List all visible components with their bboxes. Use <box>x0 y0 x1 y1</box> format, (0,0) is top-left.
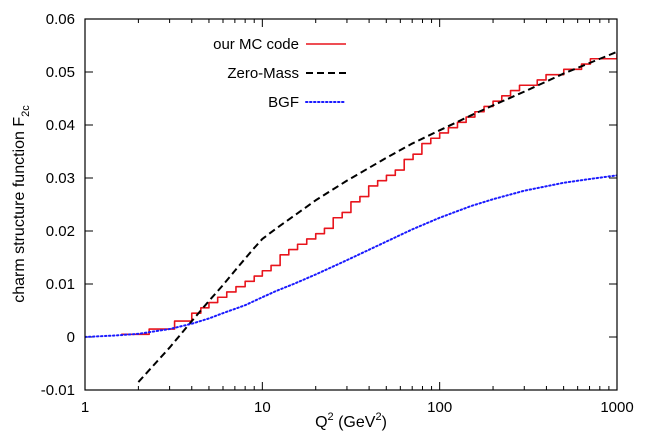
x-axis-label-sup2: 2 <box>375 411 381 423</box>
series-zero-mass <box>137 50 617 383</box>
y-tick-label: 0.04 <box>46 117 75 134</box>
legend-label: BGF <box>268 94 299 111</box>
x-tick-label: 100 <box>427 399 452 416</box>
y-tick-label: 0.03 <box>46 170 75 187</box>
y-tick-label: 0.02 <box>46 223 75 240</box>
x-axis-label-base: Q <box>315 414 327 431</box>
legend: our MC code Zero-Mass BGF <box>213 36 347 111</box>
y-tick-label: 0 <box>67 329 75 346</box>
axis-ticks: -0.01 0 0.01 0.02 0.03 0.04 0.05 0.06 1 10 100 1000 <box>41 11 634 416</box>
series-bgf <box>85 174 617 338</box>
plot-frame <box>84 18 618 391</box>
y-axis-label: charm structure function F2c <box>11 105 32 303</box>
legend-label: Zero-Mass <box>227 65 299 82</box>
y-tick-label: -0.01 <box>41 382 75 399</box>
x-axis-label: Q2 (GeV2) <box>315 411 387 431</box>
y-tick-label: 0.06 <box>46 11 75 28</box>
y-axis-label-sub: 2c <box>20 105 32 117</box>
y-tick-label: 0.01 <box>46 276 75 293</box>
series-our-mc-code <box>121 53 617 336</box>
x-tick-label: 1 <box>81 399 89 416</box>
x-tick-label: 10 <box>254 399 271 416</box>
y-tick-label: 0.05 <box>46 64 75 81</box>
data-series <box>85 50 617 383</box>
x-tick-label: 1000 <box>600 399 633 416</box>
x-axis-label-tail: ) <box>382 414 387 431</box>
legend-label: our MC code <box>213 36 299 53</box>
y-axis-label-text: charm structure function F <box>11 117 28 303</box>
x-axis-label-mid: (GeV <box>334 414 376 431</box>
x-axis-label-sup: 2 <box>328 411 334 423</box>
